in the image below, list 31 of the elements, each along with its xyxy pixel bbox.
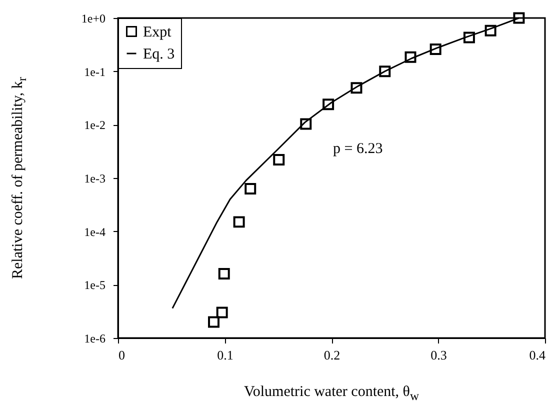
point <box>430 43 442 55</box>
x-tick-label: 0.4 <box>529 348 546 362</box>
y-tick-label: 1e-2 <box>84 118 106 132</box>
y-tick-label: 1e-1 <box>84 64 106 79</box>
x-tick-label: 0.2 <box>324 348 340 362</box>
point <box>218 268 230 280</box>
point <box>208 316 220 328</box>
point <box>216 306 228 318</box>
y-tick-label: 1e-5 <box>84 278 106 292</box>
point <box>463 32 475 44</box>
x-tick-label: 0 <box>118 348 125 362</box>
point <box>300 118 312 130</box>
point <box>322 98 334 110</box>
legend-label: Expt <box>143 24 172 40</box>
x-tick-label: 0.1 <box>217 348 234 362</box>
y-tick-label: 1e-3 <box>84 172 106 186</box>
annotation: p = 6.23 <box>333 141 383 157</box>
point <box>379 66 391 78</box>
x-axis-title: Volumetric water content, θ$_{w}$ <box>242 384 420 404</box>
legend-label: Eq. 3 <box>143 46 175 62</box>
point <box>404 51 416 63</box>
point <box>233 216 245 228</box>
point <box>350 82 362 94</box>
point <box>273 154 285 166</box>
point <box>244 182 256 194</box>
point <box>513 12 525 24</box>
y-tick-label: 1e-4 <box>84 224 106 239</box>
y-tick-label: 1e+0 <box>81 12 106 26</box>
x-tick-label: 0.3 <box>430 348 447 362</box>
y-tick-label: 1e-6 <box>84 332 106 346</box>
point <box>484 24 496 36</box>
